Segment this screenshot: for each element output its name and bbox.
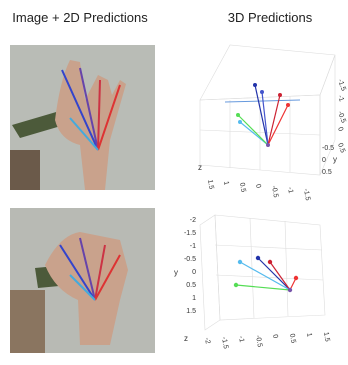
tick-label: -0.5 — [254, 335, 263, 348]
plot-3d — [200, 45, 335, 175]
tick-label: 0 — [336, 126, 344, 132]
tick-label: -1 — [237, 336, 245, 343]
photo — [10, 208, 155, 353]
column-header: Image + 2D Predictions — [12, 10, 148, 25]
tick-label: -2 — [203, 337, 211, 344]
figure: Image + 2D Predictions 3D Predictions — [0, 0, 348, 365]
tick-label: 1.5 — [186, 308, 196, 315]
tick-label: 0.5 — [322, 169, 332, 176]
axis-label: z — [198, 163, 202, 172]
plot-3d — [200, 215, 325, 330]
tick-label: 1 — [192, 295, 196, 302]
tick-label: -0.5 — [336, 110, 347, 124]
tick-label: 1 — [305, 332, 313, 337]
tick-label: -1.5 — [220, 336, 229, 349]
tick-label: 0 — [192, 269, 196, 276]
tick-label: -0.5 — [322, 145, 334, 152]
tick-label: 0 — [322, 157, 326, 164]
axis-label: y — [174, 268, 178, 277]
tick-label: 1.5 — [322, 332, 331, 343]
tick-label: 0.5 — [238, 182, 247, 193]
tick-label: -1.5 — [336, 78, 347, 92]
tick-label: 1.5 — [206, 179, 215, 190]
axis-label: y — [333, 155, 337, 164]
tick-label: 0 — [254, 184, 262, 189]
tick-label: 0.5 — [336, 142, 346, 154]
photo — [10, 45, 155, 190]
tick-label: 0 — [271, 334, 279, 339]
tick-label: 0.5 — [288, 333, 297, 344]
tick-label: -2 — [190, 217, 196, 224]
tick-label: -0.5 — [270, 185, 279, 198]
tick-label: 0.5 — [186, 282, 196, 289]
column-header: 3D Predictions — [228, 10, 313, 25]
tick-label: 1 — [222, 181, 230, 186]
tick-label: -0.5 — [184, 256, 196, 263]
tick-label: -1.5 — [184, 230, 196, 237]
tick-label: -1 — [190, 243, 196, 250]
tick-label: -1 — [286, 187, 294, 194]
axis-label: z — [184, 334, 188, 343]
tick-label: -1 — [336, 94, 345, 102]
tick-label: -1.5 — [302, 188, 311, 201]
